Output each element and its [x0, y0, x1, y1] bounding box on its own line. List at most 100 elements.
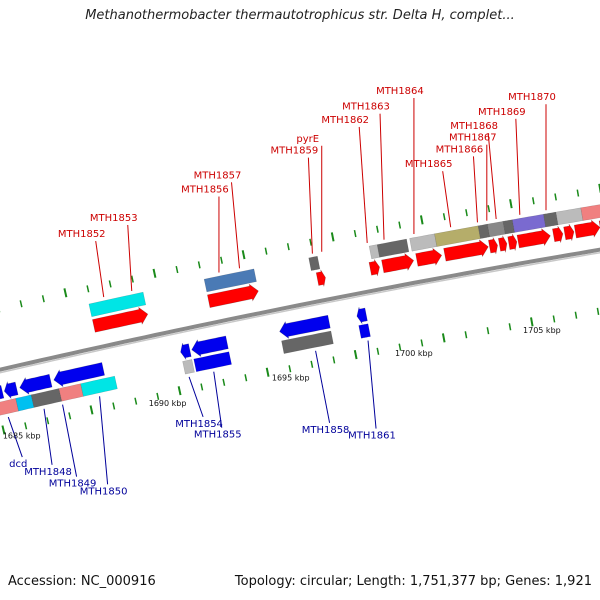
leader-line [127, 224, 133, 292]
feature-block [512, 213, 546, 233]
tick-mark [156, 392, 160, 400]
tick-mark [108, 280, 112, 288]
gene-mth1852 [92, 306, 149, 333]
feature-block [555, 207, 584, 226]
tick-mark [464, 331, 468, 339]
leader-line [43, 408, 53, 465]
tick-mark [130, 275, 134, 283]
gene-mth1867 [497, 235, 508, 253]
tick-mark [310, 360, 314, 368]
gene-pyre [315, 269, 326, 287]
gene-label-mth1862: MTH1862 [321, 115, 369, 126]
tick-mark [286, 243, 290, 251]
scale-label: 1685 kbp [3, 432, 41, 441]
tick-mark [288, 365, 292, 373]
tick-mark [509, 199, 513, 209]
tick-mark [63, 288, 68, 298]
gene-label-mth1849: MTH1849 [49, 479, 97, 490]
gene-labels: MTH1852MTH1853MTH1856MTH1857MTH1859pyrEM… [7, 86, 556, 497]
gene-label-mth1868: MTH1868 [450, 121, 498, 132]
leader-line [515, 118, 521, 215]
gene-mth1859 [308, 255, 321, 271]
scale-label: 1705 kbp [523, 326, 561, 335]
backbone-highlight [0, 251, 600, 374]
tick-mark [508, 323, 512, 331]
tick-mark [353, 350, 358, 360]
gene-mth1855 [191, 335, 229, 358]
tick-mark [465, 209, 468, 217]
gene-label-dcd: dcd [9, 459, 27, 470]
leader-line [487, 132, 497, 220]
leader-line [188, 376, 204, 418]
leader-line [213, 371, 223, 428]
tick-mark [353, 229, 357, 238]
tick-mark [332, 356, 336, 364]
feature-block [182, 359, 195, 375]
accession-text: Accession: NC_000916 [8, 574, 156, 589]
leader-line [7, 416, 23, 458]
gene-label-mth1855: MTH1855 [194, 430, 242, 441]
leader-line [379, 113, 385, 240]
tick-mark [596, 307, 600, 315]
tick-mark [554, 193, 557, 201]
feature-block [0, 398, 19, 416]
gene-mth1865 [443, 239, 489, 262]
gene-mth1869 [516, 228, 551, 249]
gene-mth1858 [279, 314, 331, 340]
tick-mark [530, 317, 534, 327]
gene-dcd [0, 385, 5, 401]
gene-features [0, 225, 564, 401]
feature-block [80, 375, 118, 397]
leader-line [99, 396, 109, 485]
tick-mark [41, 295, 45, 303]
backbone-line [0, 247, 600, 372]
gene-label-mth1867: MTH1867 [449, 133, 497, 144]
gene-label-mth1853: MTH1853 [90, 213, 138, 224]
scale-label: 1700 kbp [395, 349, 433, 358]
tick-marks [0, 183, 600, 435]
tick-mark [46, 417, 50, 425]
gene-mth1866 [488, 237, 498, 255]
tick-mark [175, 265, 179, 274]
scale-label: 1695 kbp [272, 373, 310, 382]
feature-block [358, 323, 371, 339]
feature-block [30, 388, 63, 408]
tick-mark [441, 333, 446, 343]
gene-label-mth1856: MTH1856 [181, 185, 229, 196]
tick-mark [420, 339, 424, 347]
gene-label-mth1858: MTH1858 [302, 425, 350, 436]
gene-mth1864 [415, 247, 443, 267]
leader-line [231, 182, 241, 269]
tick-mark [576, 189, 580, 197]
gene-mth1863 [381, 252, 415, 274]
tick-mark [442, 213, 446, 221]
leader-line [315, 350, 331, 423]
gene-mth1870 [552, 225, 564, 243]
gene-mth1853 [88, 291, 147, 317]
tick-mark [200, 383, 204, 391]
tick-mark [89, 405, 94, 415]
gene-arrow [573, 219, 600, 239]
gene-mth1848 [3, 380, 19, 400]
gene-mth1856 [207, 283, 259, 308]
feature-block [543, 211, 559, 228]
gene-label-mth1863: MTH1863 [342, 102, 390, 113]
feature-block [580, 204, 600, 221]
tick-mark [398, 221, 402, 229]
tick-mark [1, 425, 6, 435]
tick-mark [86, 285, 90, 293]
tick-mark [531, 197, 535, 205]
gene-label-mth1866: MTH1866 [436, 144, 484, 155]
tick-mark [177, 386, 182, 396]
gene-label-mth1854: MTH1854 [175, 419, 223, 430]
tick-mark [376, 347, 380, 355]
tick-mark [487, 205, 491, 213]
gene-label-mth1864: MTH1864 [376, 86, 424, 97]
gene-label-mth1870: MTH1870 [508, 92, 556, 103]
feature-block [193, 351, 232, 373]
tick-mark [574, 311, 578, 319]
gene-mth1849 [19, 373, 53, 395]
map-title: Methanothermobacter thermautotrophicus s… [85, 8, 515, 23]
feature-block [487, 221, 506, 238]
